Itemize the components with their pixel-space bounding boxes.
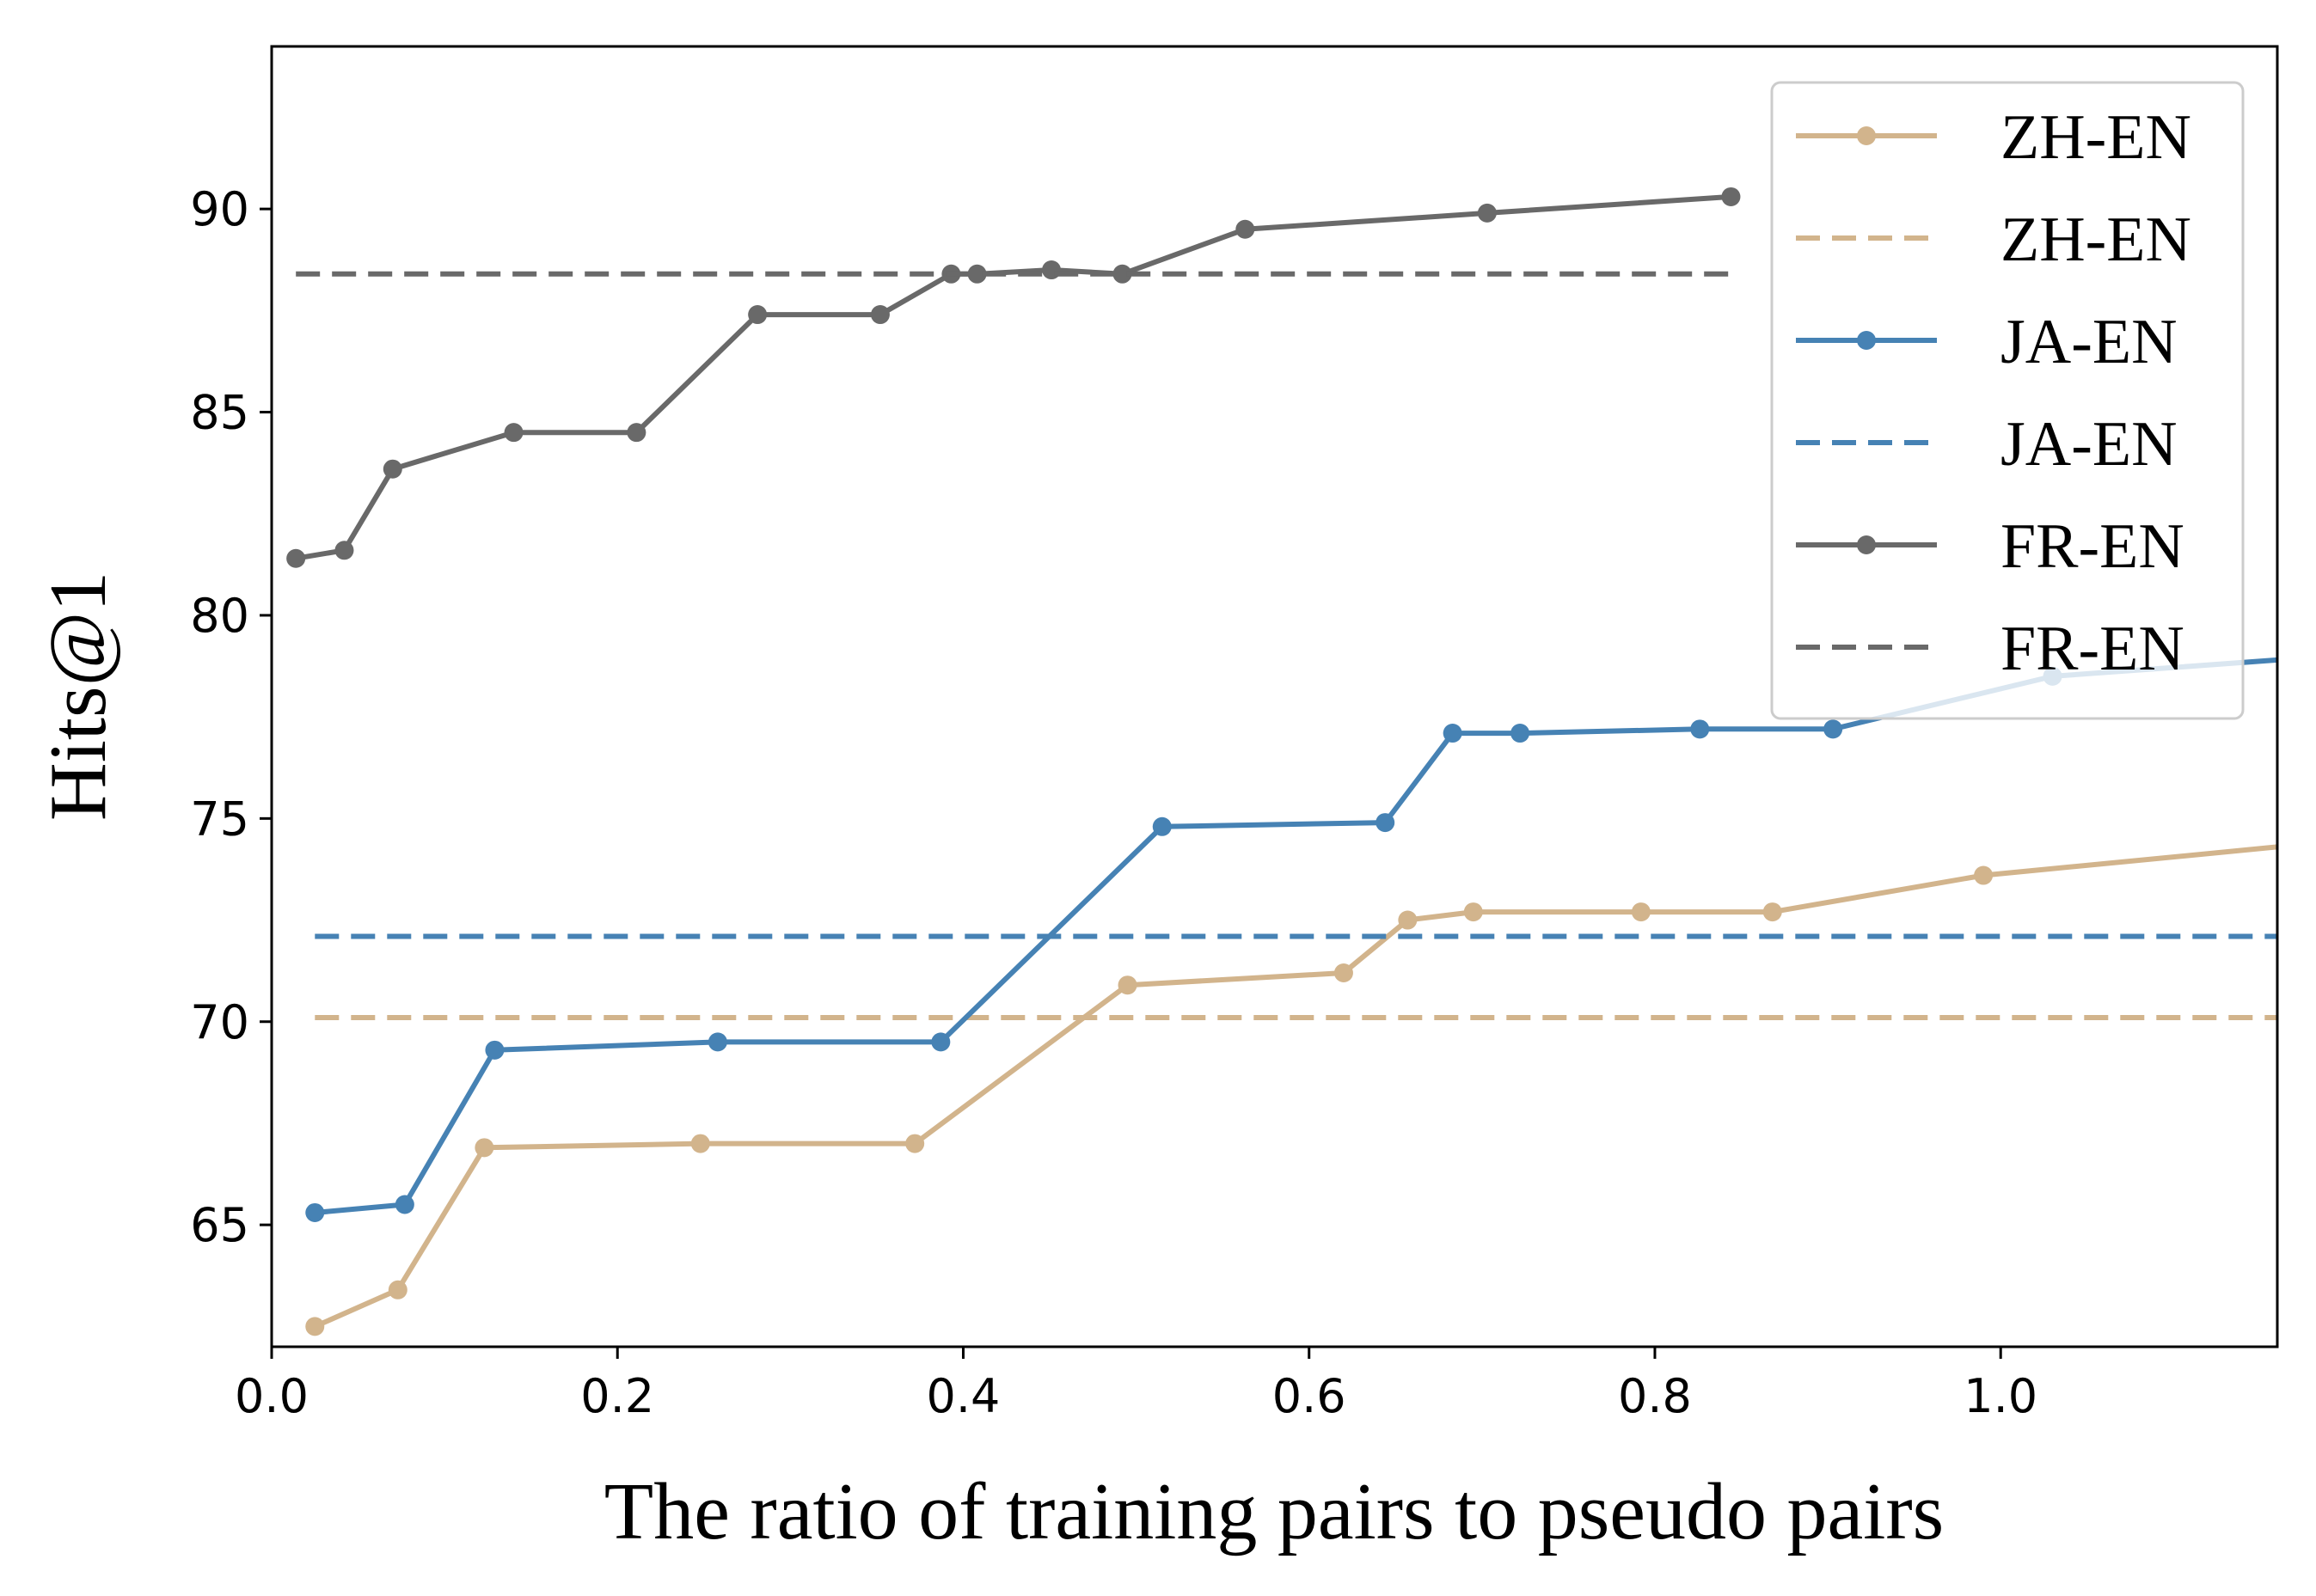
plot-frame [270,45,2279,1348]
data-point-fr-en [383,459,402,479]
data-point-zh-en [690,1134,710,1153]
legend: ZH-EN ZH-EN JA-EN JA-EN FR-EN FR-EN [1770,81,2245,720]
legend-label-fr-en: FR-EN [2000,511,2184,582]
data-point-zh-en [305,1317,325,1336]
data-point-zh-en [1398,910,1418,930]
legend-marker-zh-en [1857,126,1876,145]
data-point-fr-en [1235,219,1255,239]
legend-label-fr-en: FR-EN [2000,614,2184,684]
data-point-fr-en [1721,187,1741,206]
data-point-fr-en [1477,203,1497,223]
y-tick-label: 70 [190,995,249,1049]
data-point-zh-en [1118,975,1137,995]
legend-marker-fr-en [1857,535,1876,554]
x-tick-label: 0.8 [1618,1369,1692,1423]
data-point-zh-en [475,1138,494,1158]
data-point-zh-en [1631,902,1651,922]
legend-label-zh-en: ZH-EN [2000,205,2191,275]
data-point-fr-en [334,541,354,560]
x-axis: 0.0 0.2 0.4 0.6 0.8 1.0 [235,1347,2037,1423]
x-axis-title: The ratio of training pairs to pseudo pa… [604,1467,1944,1556]
y-axis-title: Hits@1 [34,572,123,821]
x-tick-label: 0.6 [1272,1369,1346,1423]
data-point-ja-en [1152,816,1172,836]
data-point-zh-en [1463,902,1483,922]
x-tick-label: 0.4 [927,1369,1001,1423]
legend-label-ja-en: JA-EN [2000,409,2178,480]
series-line-fr-en [295,193,1731,561]
data-point-ja-en [485,1040,505,1060]
x-tick-label: 0.0 [235,1369,309,1423]
data-point-zh-en [1762,902,1782,922]
y-tick-label: 65 [190,1198,249,1252]
data-point-ja-en [931,1032,951,1052]
data-point-ja-en [395,1195,414,1214]
x-tick-label: 1.0 [1964,1369,2037,1423]
data-point-fr-en [870,305,890,325]
data-point-fr-en [967,264,987,284]
legend-label-ja-en: JA-EN [2000,307,2178,377]
data-point-ja-en [1510,724,1530,743]
y-tick-label: 90 [190,182,249,236]
x-tick-label: 0.2 [580,1369,654,1423]
data-point-ja-en [1823,719,1843,739]
data-point-fr-en [286,548,306,568]
y-tick-label: 80 [190,589,249,643]
legend-box [1770,81,2245,720]
series-layer [286,187,2277,1336]
data-point-zh-en [1974,865,1994,885]
data-point-fr-en [1112,264,1132,284]
y-axis: 65 70 75 80 85 90 [190,182,272,1252]
data-point-zh-en [905,1134,925,1153]
data-point-ja-en [1690,719,1710,739]
data-point-fr-en [504,423,524,443]
data-point-zh-en [388,1280,407,1299]
y-tick-label: 85 [190,386,249,440]
data-point-ja-en [708,1032,727,1052]
data-point-ja-en [1376,813,1395,833]
y-tick-label: 75 [190,792,249,846]
data-point-fr-en [627,423,646,443]
legend-marker-ja-en [1857,331,1876,350]
data-point-fr-en [748,305,768,325]
data-point-ja-en [305,1202,325,1222]
data-point-ja-en [1443,724,1462,743]
legend-label-zh-en: ZH-EN [2000,102,2191,173]
data-point-zh-en [1333,963,1353,983]
